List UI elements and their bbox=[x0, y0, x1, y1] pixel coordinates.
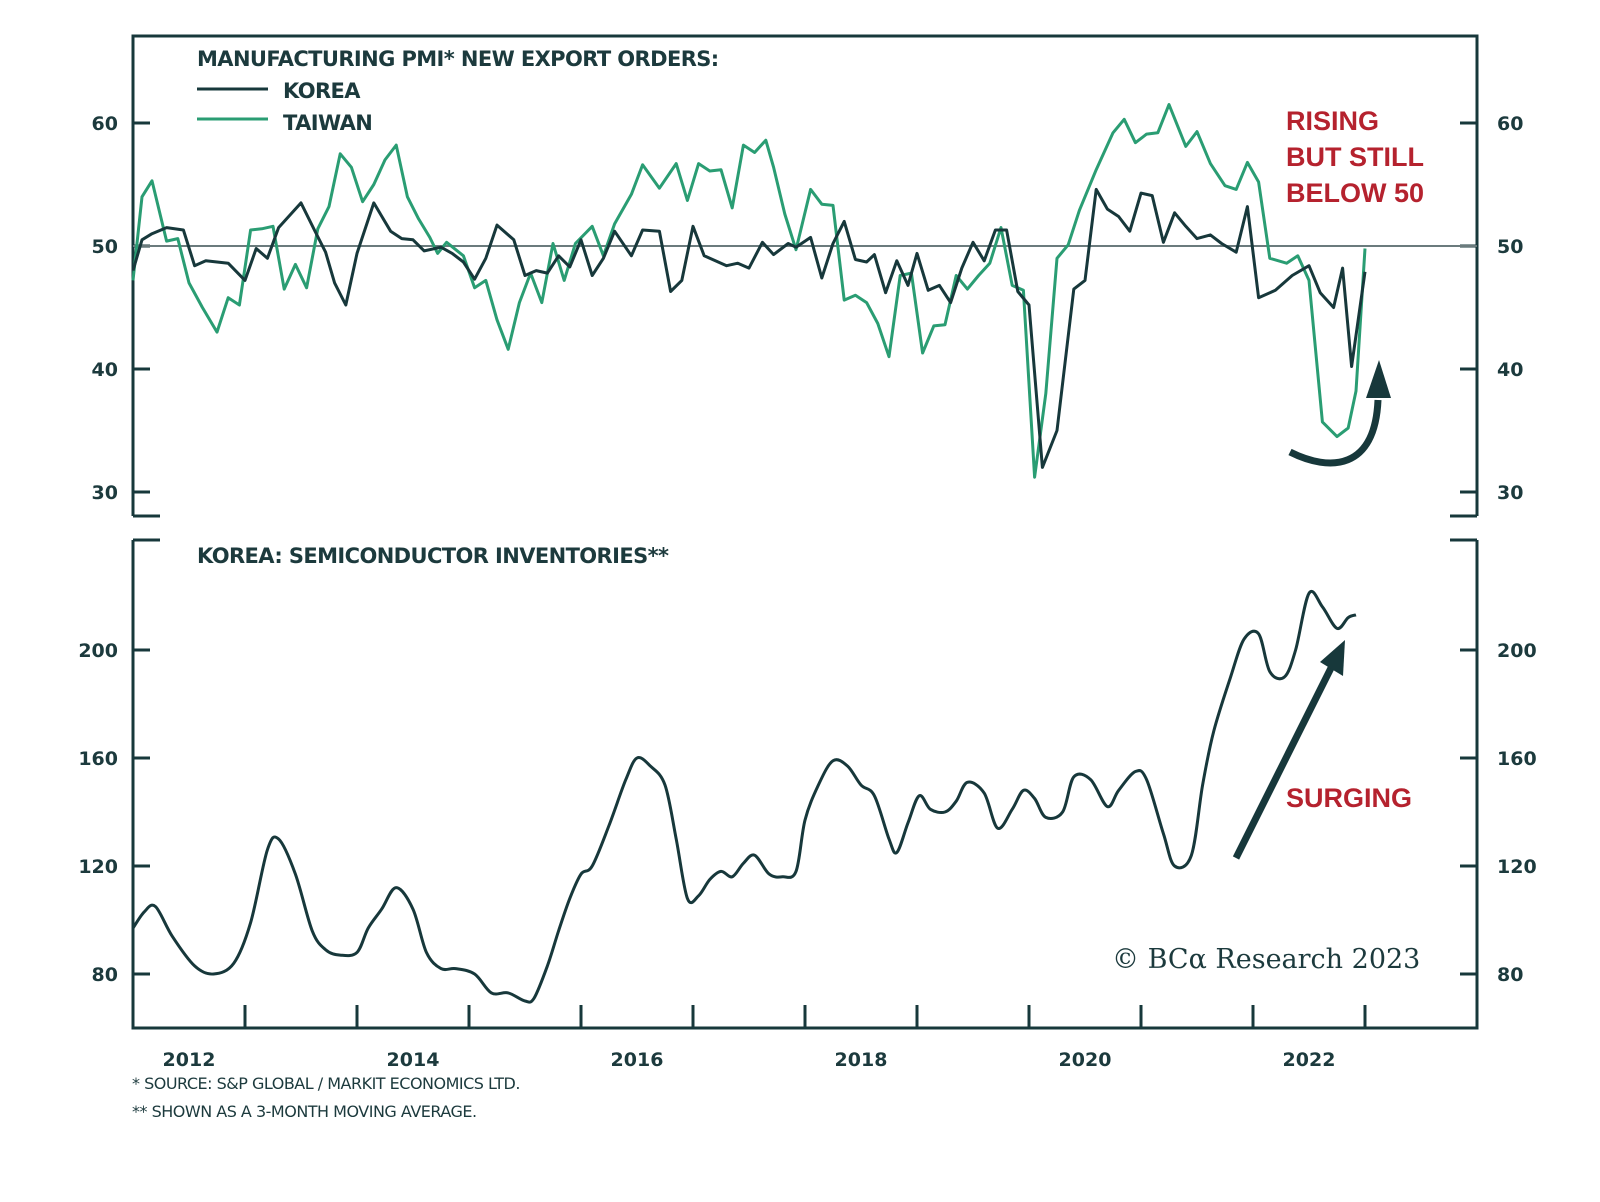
footnote-source: * SOURCE: S&P GLOBAL / MARKIT ECONOMICS … bbox=[132, 1074, 520, 1093]
annotation-line-3: BELOW 50 bbox=[1286, 178, 1424, 208]
top-left-ytick-label: 40 bbox=[92, 359, 118, 381]
annotation-line-2: BUT STILL bbox=[1286, 142, 1424, 172]
x-tick-label: 2022 bbox=[1283, 1049, 1336, 1071]
legend-label-taiwan: TAIWAN bbox=[283, 111, 372, 135]
x-tick-label: 2018 bbox=[835, 1049, 888, 1071]
bottom-chart-title: KOREA: SEMICONDUCTOR INVENTORIES** bbox=[197, 544, 669, 568]
top-left-ytick-label: 60 bbox=[92, 113, 118, 135]
bottom-left-ytick-label: 200 bbox=[78, 640, 118, 662]
legend-label-korea: KOREA bbox=[283, 79, 361, 103]
series-line-semiconductor-inventories bbox=[131, 590, 1357, 1004]
x-tick-label: 2016 bbox=[611, 1049, 664, 1071]
curved-up-arrow-icon bbox=[1288, 360, 1391, 467]
x-tick-label: 2020 bbox=[1059, 1049, 1112, 1071]
top-right-ytick-label: 30 bbox=[1497, 482, 1523, 504]
annotation-rising: RISING BUT STILL BELOW 50 bbox=[1286, 106, 1424, 208]
top-right-ytick-label: 60 bbox=[1497, 113, 1523, 135]
bottom-right-ytick-label: 120 bbox=[1497, 856, 1537, 878]
bottom-right-ytick-label: 200 bbox=[1497, 640, 1537, 662]
series-line-korea bbox=[131, 187, 1367, 469]
bottom-right-ytick-label: 80 bbox=[1497, 964, 1523, 986]
top-panel-frame bbox=[131, 34, 1479, 518]
annotation-line-1: RISING bbox=[1286, 106, 1379, 136]
top-chart-title: MANUFACTURING PMI* NEW EXPORT ORDERS: bbox=[197, 47, 719, 71]
bottom-left-ytick-label: 160 bbox=[78, 748, 118, 770]
top-left-ytick-label: 30 bbox=[92, 482, 118, 504]
annotation-surging: SURGING bbox=[1286, 783, 1412, 813]
x-tick-label: 2014 bbox=[387, 1049, 440, 1071]
diagonal-up-arrow-icon bbox=[1232, 640, 1345, 860]
series-line-taiwan bbox=[131, 103, 1367, 479]
bottom-right-ytick-label: 160 bbox=[1497, 748, 1537, 770]
bottom-left-ytick-label: 120 bbox=[78, 856, 118, 878]
bottom-left-ytick-label: 80 bbox=[92, 964, 118, 986]
top-right-ytick-label: 50 bbox=[1497, 236, 1523, 258]
footnote-moving-average: ** SHOWN AS A 3-MONTH MOVING AVERAGE. bbox=[132, 1102, 477, 1121]
legend: KOREA TAIWAN bbox=[197, 79, 373, 135]
top-left-ytick-label: 50 bbox=[92, 236, 118, 258]
top-right-ytick-label: 40 bbox=[1497, 359, 1523, 381]
x-tick-label: 2012 bbox=[163, 1049, 216, 1071]
copyright: © BCα Research 2023 bbox=[1112, 944, 1420, 975]
